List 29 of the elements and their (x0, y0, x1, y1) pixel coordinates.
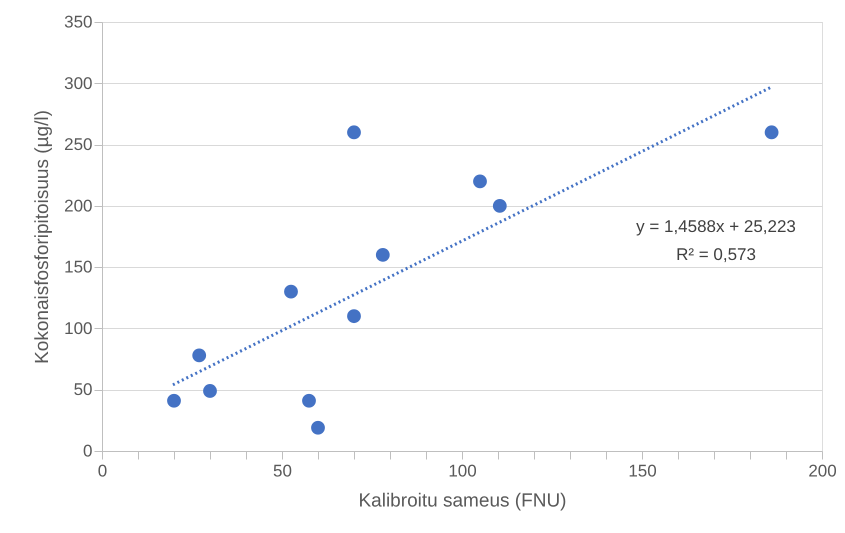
annotation: R² = 0,573 (676, 245, 756, 264)
point (311, 420, 325, 435)
y-tick-label: 50 (74, 380, 92, 400)
x-tick-label: 100 (448, 462, 477, 480)
y-tick-label: 100 (64, 318, 92, 338)
y-tick-label: 250 (64, 135, 92, 154)
point (764, 125, 778, 140)
x-tick-label: 200 (808, 462, 837, 480)
x-tick-label: 0 (98, 462, 108, 480)
point (203, 384, 217, 398)
x-tick-label: 50 (273, 462, 292, 480)
annotation: y = 1,4588x + 25,223 (636, 217, 796, 236)
point (347, 309, 361, 324)
y-tick-label: 150 (64, 258, 92, 277)
point (473, 174, 487, 188)
x-tick-label: 150 (628, 462, 657, 480)
point (492, 198, 507, 213)
point (376, 248, 390, 262)
y-tick-label: 350 (64, 12, 92, 32)
point (284, 284, 298, 299)
y-tick-label: 300 (64, 74, 92, 93)
point (302, 394, 316, 408)
point (192, 348, 206, 362)
y-axis-title: Kokonaisfosforipitoisuus (µg/l) (32, 110, 54, 364)
y-tick-label: 0 (83, 442, 92, 460)
x-axis-title: Kalibroitu sameus (FNU) (358, 490, 566, 512)
y-tick-label: 200 (64, 196, 92, 216)
point (167, 394, 181, 408)
point (347, 125, 361, 140)
